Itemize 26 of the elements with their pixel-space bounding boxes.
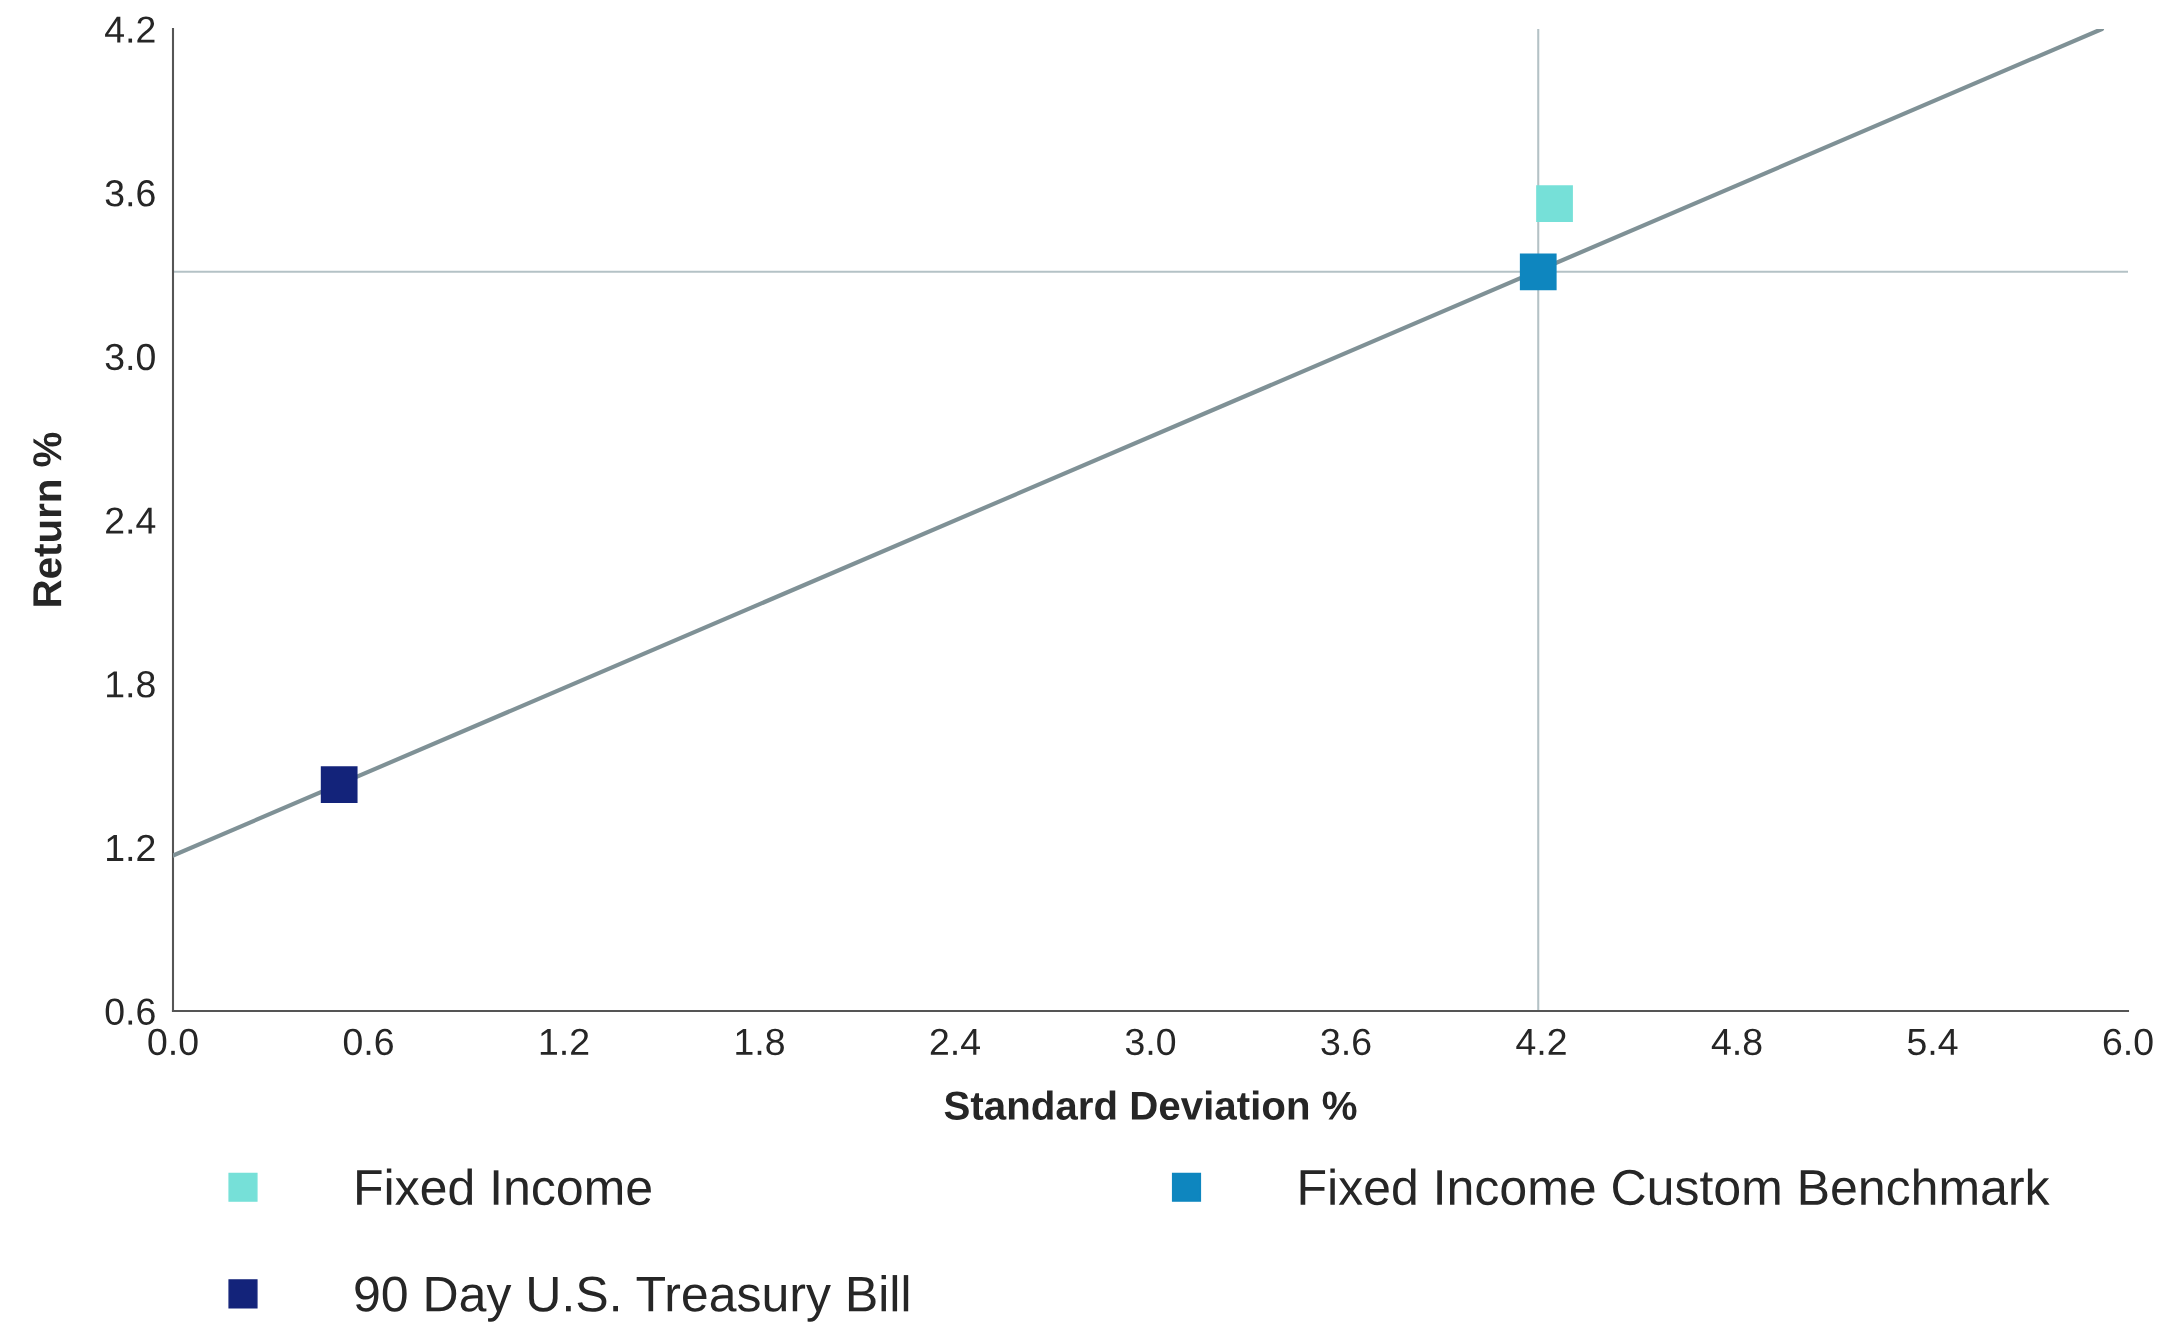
x-tick-label: 5.4 bbox=[1907, 1029, 1958, 1056]
legend-label: Fixed Income Custom Benchmark bbox=[1300, 1168, 2050, 1206]
y-tick-label: 0.6 bbox=[105, 998, 155, 1025]
x-tick-label: 3.6 bbox=[1321, 1028, 1371, 1056]
x-tick-label: 4.8 bbox=[1711, 1028, 1762, 1056]
point bbox=[320, 766, 358, 803]
y-tick-label: 1.8 bbox=[107, 671, 155, 698]
y-tick-label: 1.2 bbox=[107, 834, 155, 861]
x-tick-label: 0.0 bbox=[148, 1028, 198, 1056]
legend-label: 90 Day U.S. Treasury Bill bbox=[355, 1275, 909, 1322]
y-axis-title: Return % bbox=[33, 432, 62, 606]
legend-label: Fixed Income bbox=[357, 1168, 651, 1206]
x-tick-label: 4.2 bbox=[1516, 1028, 1566, 1055]
x-tick-label: 1.8 bbox=[736, 1028, 784, 1056]
x-tick-label: 6.0 bbox=[2103, 1028, 2153, 1056]
y-tick-label: 4.2 bbox=[105, 16, 155, 43]
x-tick-label: 2.4 bbox=[930, 1028, 980, 1055]
point bbox=[1536, 185, 1573, 222]
x-tick-label: 0.6 bbox=[343, 1028, 393, 1056]
y-tick-label: 2.4 bbox=[106, 507, 156, 534]
x-tick-label: 3.0 bbox=[1125, 1028, 1176, 1056]
y-tick-label: 3.0 bbox=[105, 343, 155, 371]
y-tick-label: 3.6 bbox=[105, 180, 155, 207]
point bbox=[1519, 253, 1557, 291]
x-tick-label: 1.2 bbox=[540, 1028, 589, 1055]
x-axis-title: Standard Deviation % bbox=[944, 1090, 1357, 1120]
